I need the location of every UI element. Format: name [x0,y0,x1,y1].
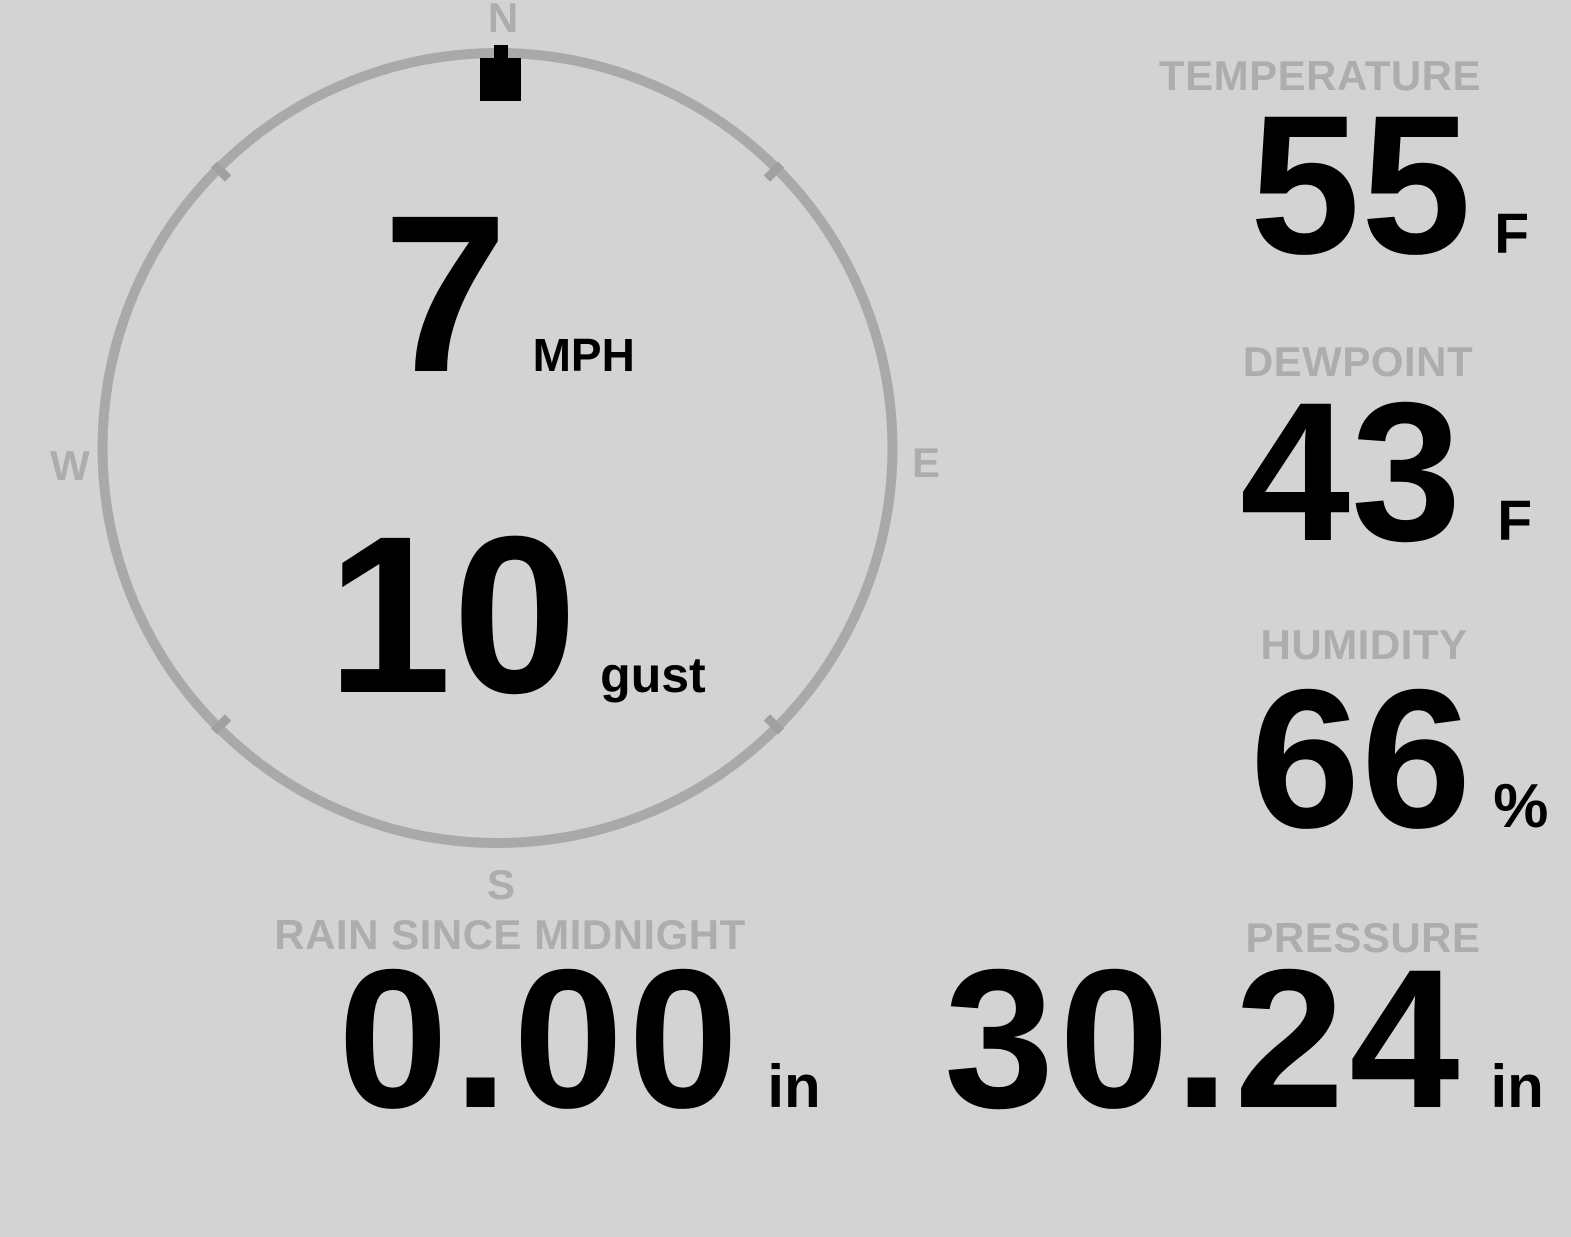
wind-gust-value: 10 [327,490,579,740]
wind-gust-unit: gust [600,647,706,703]
pressure-value: 30.24 [944,928,1465,1149]
compass-label-south: S [486,861,516,908]
wind-direction-marker-icon [480,45,521,101]
compass-intercardinal-ticks [210,161,785,735]
temperature-label: TEMPERATURE [1158,52,1482,99]
rain-unit: in [767,1053,821,1120]
rain-value: 0.00 [338,928,744,1149]
compass-label-west: W [50,442,90,489]
humidity-value: 66 [1250,648,1473,869]
temperature: 55 F [1250,86,1529,284]
dewpoint-value: 43 [1240,361,1463,582]
pressure-label: PRESSURE [1245,914,1481,961]
humidity-unit: % [1493,772,1549,841]
wind-speed-unit: MPH [532,329,635,381]
wind-speed-value: 7 [383,169,509,419]
wind-compass-dial [97,45,898,848]
temperature-unit: F [1494,202,1530,266]
compass-label-east: E [911,439,941,486]
pressure-unit: in [1490,1053,1544,1120]
dewpoint-label: DEWPOINT [1242,338,1474,385]
rain-label: RAIN SINCE MIDNIGHT [274,911,746,958]
dewpoint: 43 F [1240,373,1532,571]
humidity: 66 % [1250,660,1548,858]
wind-gust: 10 gust [327,503,706,727]
temperature-value: 55 [1250,74,1473,295]
wind-speed: 7 MPH [383,182,635,406]
dewpoint-unit: F [1497,489,1533,553]
rain-since-midnight: 0.00 in [338,940,821,1138]
humidity-label: HUMIDITY [1260,621,1468,668]
compass-label-north: N [487,0,519,41]
pressure: 30.24 in [944,940,1544,1138]
